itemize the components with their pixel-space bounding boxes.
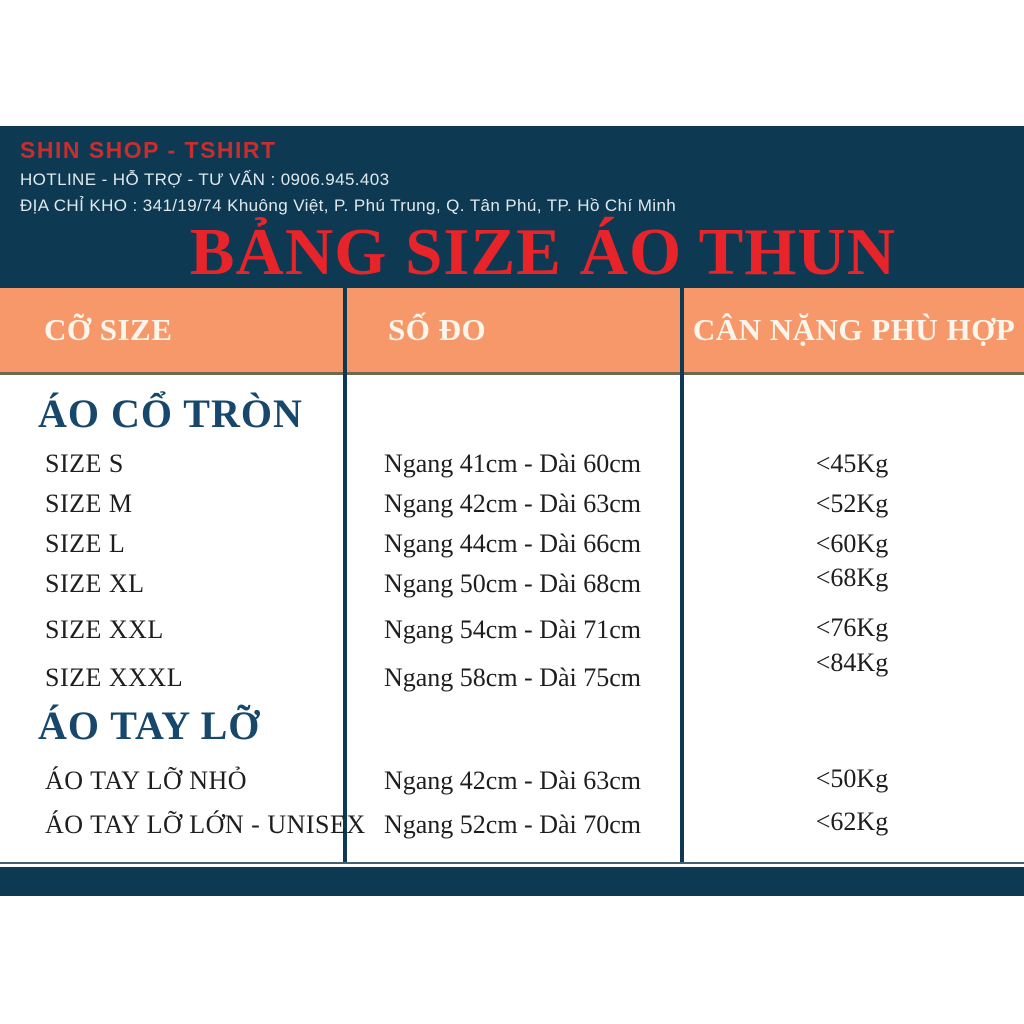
cell-weight: <76Kg xyxy=(815,613,889,642)
column-separator xyxy=(680,288,684,862)
cell-size-label: SIZE XL xyxy=(45,569,145,598)
table-row: SIZE L Ngang 44cm - Dài 66cm <60Kg xyxy=(0,526,1024,562)
cell-weight: <45Kg xyxy=(815,449,889,478)
cell-weight: <60Kg xyxy=(815,529,889,558)
table-row: SIZE XXXL Ngang 58cm - Dài 75cm <84Kg xyxy=(0,648,1024,696)
table-row: SIZE S Ngang 41cm - Dài 60cm <45Kg xyxy=(0,446,1024,482)
footer-bar xyxy=(0,867,1024,896)
cell-size-label: SIZE M xyxy=(45,489,133,518)
shop-info-block: SHIN SHOP - TSHIRT HOTLINE - HỖ TRỢ - TƯ… xyxy=(0,126,1024,288)
address-line: ĐỊA CHỈ KHO : 341/19/74 Khuông Việt, P. … xyxy=(20,196,677,215)
table-header-row: CỠ SIZE SỐ ĐO CÂN NẶNG PHÙ HỢP xyxy=(0,288,1024,375)
cell-measurement: Ngang 41cm - Dài 60cm xyxy=(383,449,642,478)
cell-size-label: SIZE S xyxy=(45,449,124,478)
cell-size-label: SIZE L xyxy=(45,529,126,558)
cell-measurement: Ngang 50cm - Dài 68cm xyxy=(383,569,642,598)
cell-measurement: Ngang 44cm - Dài 66cm xyxy=(383,529,642,558)
table-bottom-border xyxy=(0,862,1024,864)
cell-size-label: ÁO TAY LỠ LỚN - UNISEX xyxy=(45,810,366,839)
cell-measurement: Ngang 42cm - Dài 63cm xyxy=(383,489,642,518)
cell-measurement: Ngang 52cm - Dài 70cm xyxy=(383,810,642,839)
section-title: ÁO TAY LỠ xyxy=(38,703,261,748)
shop-name: SHIN SHOP - TSHIRT xyxy=(20,137,277,163)
column-separator xyxy=(343,288,347,862)
cell-size-label: SIZE XXXL xyxy=(45,663,184,692)
column-header-weight: CÂN NẶNG PHÙ HỢP xyxy=(692,312,1016,347)
cell-size-label: ÁO TAY LỠ NHỎ xyxy=(45,766,248,795)
cell-weight: <68Kg xyxy=(815,563,889,592)
cell-weight: <84Kg xyxy=(815,648,889,677)
cell-weight: <62Kg xyxy=(815,807,889,836)
poster-title: BẢNG SIZE ÁO THUN xyxy=(189,215,897,289)
table-row: SIZE XXL Ngang 54cm - Dài 71cm <76Kg xyxy=(0,612,1024,648)
section-title: ÁO CỔ TRÒN xyxy=(38,391,303,436)
table-row: SIZE XL Ngang 50cm - Dài 68cm <68Kg xyxy=(0,563,1024,602)
cell-measurement: Ngang 54cm - Dài 71cm xyxy=(383,615,642,644)
column-header-size: CỠ SIZE xyxy=(44,312,173,347)
table-row: ÁO TAY LỠ LỚN - UNISEX Ngang 52cm - Dài 7… xyxy=(0,807,1024,843)
cell-measurement: Ngang 58cm - Dài 75cm xyxy=(383,663,642,692)
cell-measurement: Ngang 42cm - Dài 63cm xyxy=(383,766,642,795)
table-row: SIZE M Ngang 42cm - Dài 63cm <52Kg xyxy=(0,486,1024,522)
cell-weight: <52Kg xyxy=(815,489,889,518)
column-header-measure: SỐ ĐO xyxy=(388,312,487,347)
table-row: ÁO TAY LỠ NHỎ Ngang 42cm - Dài 63cm <50Kg xyxy=(0,763,1024,799)
cell-weight: <50Kg xyxy=(815,764,889,793)
cell-size-label: SIZE XXL xyxy=(45,615,164,644)
hotline-line: HOTLINE - HỖ TRỢ - TƯ VẤN : 0906.945.403 xyxy=(20,170,390,189)
